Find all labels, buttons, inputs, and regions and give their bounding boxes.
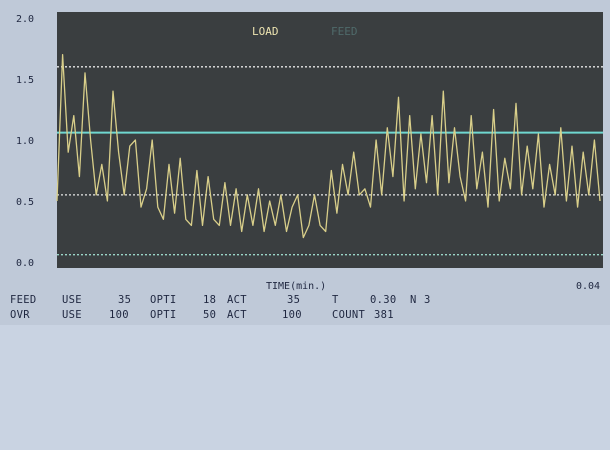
legend-load-label: LOAD xyxy=(252,25,279,38)
y-tick-label: 1.5 xyxy=(16,75,34,86)
feed-opti-value: 18 xyxy=(203,294,217,306)
feed-act-value: 35 xyxy=(287,294,301,306)
ovr-opti-value: 50 xyxy=(203,309,217,321)
monitor-screen: 2.0 1.5 1.0 0.5 0.0 LOAD FEED TIME(min.) 0.0… xyxy=(10,12,603,321)
status-row-ovr: OVR USE 100 OPTI 50 ACT 100 COUNT 381 xyxy=(10,309,394,441)
reference-lines xyxy=(57,66,603,256)
ovr-act-value: 100 xyxy=(282,309,302,321)
legend-feed-label: FEED xyxy=(331,25,358,38)
ovr-act-label: ACT xyxy=(227,309,247,321)
ovr-count-value: 381 xyxy=(374,309,394,321)
y-tick-label: 0.0 xyxy=(16,258,34,269)
ovr-use-label: USE xyxy=(62,309,82,321)
feed-n-label: N xyxy=(410,294,417,306)
y-tick-label: 2.0 xyxy=(16,14,34,25)
ovr-count-label: COUNT xyxy=(332,309,366,321)
series-line-load xyxy=(56,53,601,239)
ovr-label: OVR xyxy=(10,309,30,321)
feed-n-value: 3 xyxy=(424,294,431,306)
ovr-use-value: 100 xyxy=(109,309,129,321)
feed-use-value: 35 xyxy=(118,294,132,306)
x-axis-label: TIME(min.) xyxy=(266,281,326,292)
feed-opti-label: OPTI xyxy=(150,294,177,306)
x-axis-end-label: 0.04 xyxy=(576,281,600,292)
y-tick-label: 0.5 xyxy=(16,197,34,208)
status-row-feed: FEED USE 35 OPTI 18 ACT 35 T 0.30 N 3 xyxy=(10,294,430,450)
series-layer xyxy=(56,53,601,239)
plot-area xyxy=(57,12,603,268)
load-chart: 2.0 1.5 1.0 0.5 0.0 LOAD FEED TIME(min.) 0.0… xyxy=(16,12,603,292)
y-tick-label: 1.0 xyxy=(16,136,34,147)
feed-act-label: ACT xyxy=(227,294,247,306)
feed-t-label: T xyxy=(332,294,339,306)
y-axis-tick-labels: 2.0 1.5 1.0 0.5 0.0 xyxy=(16,14,34,269)
feed-t-value: 0.30 xyxy=(370,294,397,306)
feed-use-label: USE xyxy=(62,294,82,306)
ovr-opti-label: OPTI xyxy=(150,309,177,321)
feed-label: FEED xyxy=(10,294,37,306)
